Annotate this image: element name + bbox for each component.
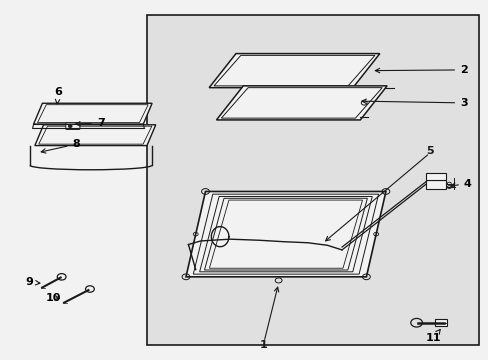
- Polygon shape: [185, 192, 385, 277]
- Text: 10: 10: [45, 293, 61, 303]
- Text: 7: 7: [76, 118, 104, 128]
- Polygon shape: [35, 125, 156, 145]
- FancyBboxPatch shape: [66, 123, 80, 130]
- Polygon shape: [216, 86, 386, 120]
- Text: 9: 9: [25, 277, 40, 287]
- Bar: [425, 173, 446, 180]
- Text: 8: 8: [41, 139, 80, 153]
- Bar: [425, 180, 446, 189]
- Bar: [147, 15, 478, 345]
- Text: 11: 11: [425, 329, 441, 343]
- Polygon shape: [209, 54, 379, 87]
- Polygon shape: [34, 103, 152, 124]
- Circle shape: [68, 125, 72, 128]
- Text: 4: 4: [450, 179, 471, 189]
- Text: 3: 3: [361, 98, 467, 108]
- Text: 6: 6: [54, 87, 62, 104]
- Text: 2: 2: [374, 65, 467, 75]
- Bar: [434, 319, 446, 326]
- Text: 5: 5: [425, 146, 433, 156]
- Text: 1: 1: [260, 340, 267, 350]
